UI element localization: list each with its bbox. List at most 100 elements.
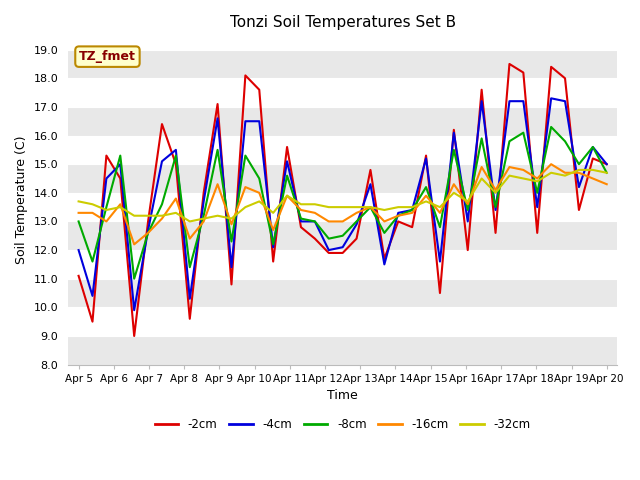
-32cm: [575, 167, 583, 173]
-8cm: [408, 207, 416, 213]
-2cm: [116, 176, 124, 181]
-4cm: [131, 307, 138, 313]
-16cm: [200, 218, 207, 224]
Bar: [68, 164, 618, 193]
Bar: [68, 193, 618, 221]
-4cm: [297, 218, 305, 224]
-16cm: [172, 196, 180, 202]
-2cm: [450, 127, 458, 132]
-32cm: [339, 204, 346, 210]
-16cm: [241, 184, 249, 190]
Line: -8cm: -8cm: [79, 127, 607, 279]
Bar: [68, 250, 618, 279]
-4cm: [228, 264, 236, 270]
-2cm: [547, 64, 555, 70]
-4cm: [144, 227, 152, 233]
-8cm: [561, 138, 569, 144]
-16cm: [589, 176, 596, 181]
-4cm: [353, 221, 360, 227]
-2cm: [325, 250, 333, 256]
-8cm: [450, 147, 458, 153]
-32cm: [547, 170, 555, 176]
-2cm: [214, 101, 221, 107]
Text: TZ_fmet: TZ_fmet: [79, 50, 136, 63]
-16cm: [575, 170, 583, 176]
-32cm: [353, 204, 360, 210]
-2cm: [603, 161, 611, 167]
-4cm: [214, 116, 221, 121]
-16cm: [102, 218, 110, 224]
-32cm: [589, 167, 596, 173]
-8cm: [533, 190, 541, 196]
-4cm: [547, 96, 555, 101]
-16cm: [144, 230, 152, 236]
-32cm: [269, 210, 277, 216]
-32cm: [75, 199, 83, 204]
-32cm: [102, 207, 110, 213]
Y-axis label: Soil Temperature (C): Soil Temperature (C): [15, 136, 28, 264]
-32cm: [422, 199, 430, 204]
X-axis label: Time: Time: [327, 389, 358, 402]
-16cm: [284, 193, 291, 199]
-2cm: [172, 161, 180, 167]
-4cm: [172, 147, 180, 153]
-2cm: [422, 153, 430, 158]
-32cm: [464, 199, 472, 204]
-2cm: [131, 333, 138, 339]
-32cm: [533, 179, 541, 184]
-8cm: [520, 130, 527, 135]
-32cm: [116, 204, 124, 210]
-2cm: [394, 218, 402, 224]
-8cm: [353, 218, 360, 224]
-8cm: [492, 204, 499, 210]
-4cm: [75, 247, 83, 253]
-4cm: [89, 293, 97, 299]
-4cm: [200, 199, 207, 204]
-4cm: [603, 161, 611, 167]
-16cm: [492, 187, 499, 193]
-16cm: [547, 161, 555, 167]
-16cm: [520, 167, 527, 173]
Bar: [68, 49, 618, 78]
-4cm: [367, 181, 374, 187]
-8cm: [547, 124, 555, 130]
-32cm: [158, 213, 166, 218]
-2cm: [561, 75, 569, 81]
Bar: [68, 221, 618, 250]
-32cm: [297, 202, 305, 207]
Line: -16cm: -16cm: [79, 164, 607, 244]
-32cm: [381, 207, 388, 213]
-32cm: [561, 173, 569, 179]
-4cm: [561, 98, 569, 104]
-16cm: [533, 176, 541, 181]
-2cm: [311, 236, 319, 241]
-2cm: [200, 190, 207, 196]
-4cm: [408, 207, 416, 213]
-32cm: [603, 170, 611, 176]
-8cm: [589, 144, 596, 150]
-8cm: [464, 207, 472, 213]
-4cm: [339, 244, 346, 250]
-4cm: [533, 204, 541, 210]
-16cm: [464, 202, 472, 207]
-2cm: [186, 316, 194, 322]
-4cm: [575, 184, 583, 190]
-8cm: [394, 213, 402, 218]
-8cm: [297, 216, 305, 221]
-4cm: [492, 207, 499, 213]
-4cm: [102, 176, 110, 181]
-2cm: [464, 247, 472, 253]
-32cm: [506, 173, 513, 179]
-2cm: [297, 224, 305, 230]
-4cm: [436, 259, 444, 264]
Line: -4cm: -4cm: [79, 98, 607, 310]
-4cm: [116, 161, 124, 167]
-4cm: [241, 119, 249, 124]
-4cm: [381, 262, 388, 267]
-8cm: [367, 204, 374, 210]
-32cm: [255, 199, 263, 204]
-32cm: [325, 204, 333, 210]
Bar: [68, 279, 618, 307]
-4cm: [311, 218, 319, 224]
-8cm: [284, 173, 291, 179]
